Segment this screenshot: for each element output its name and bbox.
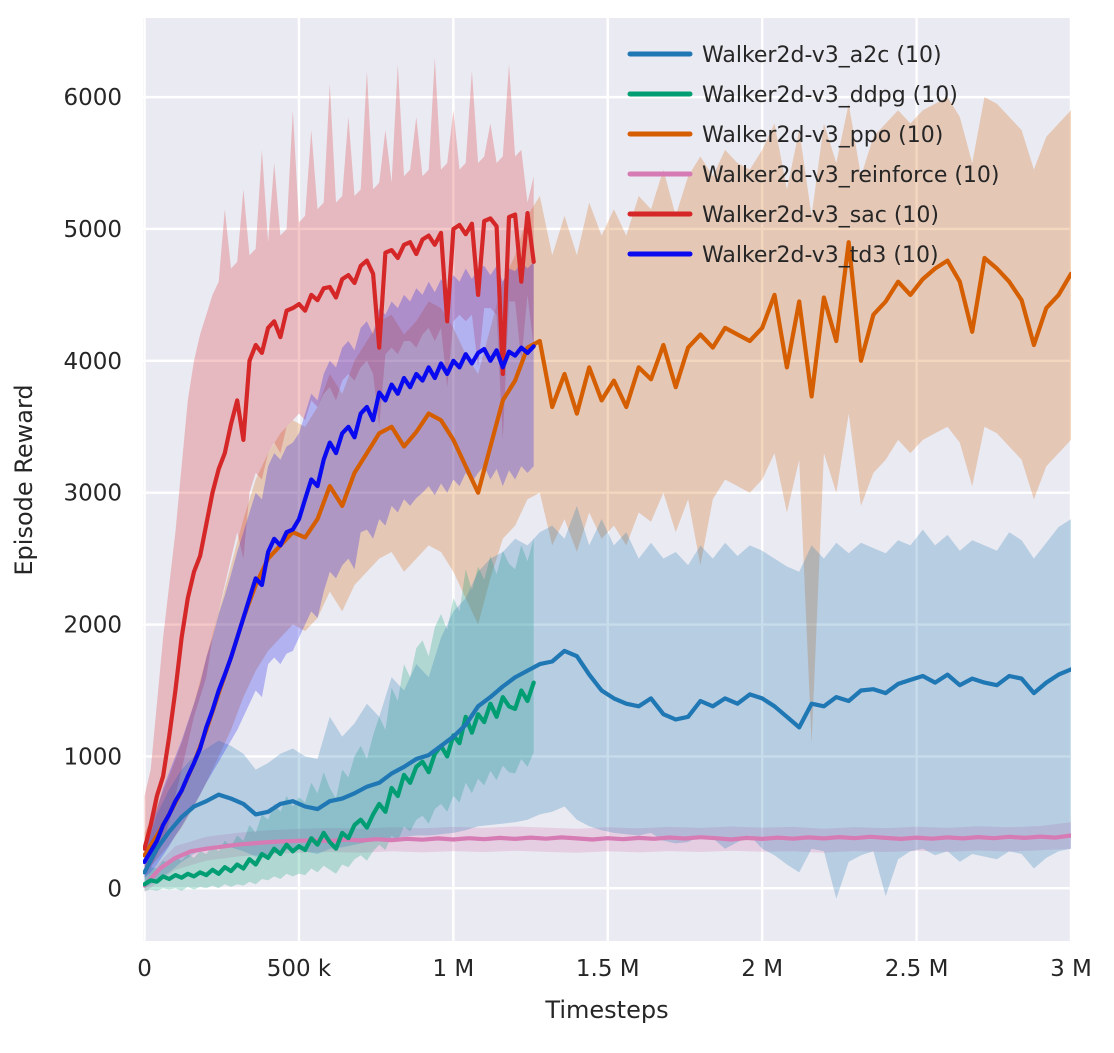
legend: Walker2d-v3_a2c (10) Walker2d-v3_ddpg (10…	[627, 43, 1000, 268]
legend-entry: Walker2d-v3_reinforce (10)	[627, 163, 1000, 188]
series-lines	[143, 211, 1071, 888]
gridlines	[143, 18, 1073, 941]
legend-label: Walker2d-v3_ppo (10)	[702, 123, 943, 148]
band-walker2d-v3-ddpg-10	[144, 538, 534, 891]
y-tick-label: 6000	[63, 85, 122, 111]
legend-label: Walker2d-v3_reinforce (10)	[702, 163, 1000, 188]
line-walker2d-v3-ddpg-10	[143, 680, 536, 887]
line-walker2d-v3-td3-10	[143, 344, 536, 865]
legend-label: Walker2d-v3_sac (10)	[702, 203, 939, 228]
y-tick-label: 2000	[63, 613, 122, 639]
line-walker2d-v3-reinforce-10	[143, 833, 1071, 888]
legend-label: Walker2d-v3_td3 (10)	[702, 243, 939, 268]
legend-entry: Walker2d-v3_sac (10)	[627, 203, 939, 228]
band-walker2d-v3-a2c-10	[144, 505, 1071, 899]
x-tick-label: 1 M	[432, 956, 474, 982]
y-tick-label: 0	[107, 876, 122, 902]
legend-entry: Walker2d-v3_ddpg (10)	[627, 83, 958, 108]
x-tick-label: 500 k	[267, 956, 332, 982]
plot-layer	[143, 18, 1073, 941]
x-tick-label: 3 M	[1050, 956, 1092, 982]
band-walker2d-v3-ppo-10	[144, 97, 1071, 873]
axis-ticks: 0 500 k 1 M 1.5 M 2 M 2.5 M 3 M 0 1000 2000 3000 40…	[63, 85, 1091, 982]
y-axis-label: Episode Reward	[10, 384, 38, 575]
x-tick-label: 2 M	[741, 956, 783, 982]
y-tick-label: 5000	[63, 217, 122, 243]
x-axis-label: Timesteps	[544, 996, 668, 1024]
legend-label: Walker2d-v3_a2c (10)	[702, 43, 942, 68]
x-tick-label: 1.5 M	[576, 956, 640, 982]
line-walker2d-v3-sac-10	[143, 211, 536, 851]
legend-entry: Walker2d-v3_ppo (10)	[627, 123, 943, 148]
x-tick-label: 0	[137, 956, 152, 982]
y-tick-label: 1000	[63, 744, 122, 770]
legend-entry: Walker2d-v3_td3 (10)	[627, 243, 939, 268]
legend-entry: Walker2d-v3_a2c (10)	[627, 43, 942, 68]
y-tick-label: 4000	[63, 349, 122, 375]
legend-label: Walker2d-v3_ddpg (10)	[702, 83, 958, 108]
band-walker2d-v3-sac-10	[144, 57, 534, 878]
line-walker2d-v3-ppo-10	[143, 240, 1071, 858]
line-walker2d-v3-a2c-10	[143, 648, 1071, 875]
y-tick-label: 3000	[63, 481, 122, 507]
x-tick-label: 2.5 M	[885, 956, 949, 982]
